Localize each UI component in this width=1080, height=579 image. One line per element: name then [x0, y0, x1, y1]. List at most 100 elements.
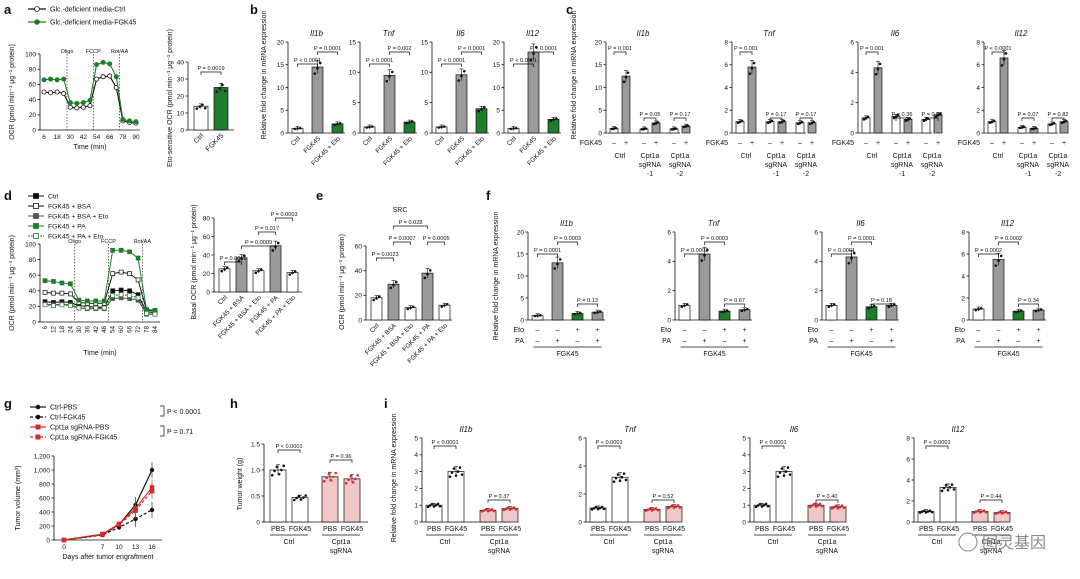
a1-x-tick-label: 90: [132, 134, 140, 141]
e-dot: [426, 272, 429, 276]
d1-point: [135, 255, 141, 261]
i-Tnf-y-tick-label: 0: [578, 519, 582, 526]
h-dot: [299, 498, 303, 501]
g-y-label: Tumor volume (mm³): [15, 465, 22, 530]
c-bracket: [895, 117, 909, 121]
f-dot: [979, 307, 983, 310]
h-dot: [304, 494, 308, 497]
d1-point: [101, 298, 107, 304]
i-Il6-y-tick-label: 2: [742, 486, 746, 493]
d1-point: [127, 288, 132, 294]
legend-marker: [35, 414, 41, 420]
i-dot: [808, 505, 812, 509]
f-sign: –: [870, 338, 874, 345]
c-sign: –: [1050, 140, 1054, 147]
i-dot: [502, 508, 506, 512]
d1-point: [68, 291, 73, 297]
panel-letter-d: d: [4, 188, 12, 203]
legend-entry: FGK45 + BSA: [48, 204, 91, 211]
i-category: PBS: [973, 526, 987, 533]
a1-point: [54, 77, 60, 83]
d1-x-tick-label: 60: [118, 326, 125, 334]
c-Il6-y-tick-label: 0: [850, 130, 854, 137]
i-dot: [920, 510, 924, 514]
a1-event-label: FCCP: [86, 49, 101, 55]
f-dot: [536, 314, 539, 317]
g-side-bracket: [160, 425, 165, 437]
e-dot: [409, 306, 412, 310]
c-bar: [747, 66, 757, 134]
f-gene-title: Il1b: [560, 219, 573, 228]
e-bracket: [376, 257, 394, 261]
c-bracket: [769, 117, 783, 121]
a1-x-tick-label: 66: [106, 134, 114, 141]
c-p-value: P = 0.36: [892, 112, 913, 118]
c-bracket: [1021, 117, 1035, 121]
f-dot: [827, 305, 831, 309]
d1-point: [135, 277, 141, 283]
d1-x-tick-label: 84: [152, 326, 159, 334]
c-bracket: [673, 117, 687, 121]
c-dot: [752, 61, 756, 65]
a1-point: [87, 97, 93, 103]
h-dot: [332, 475, 335, 479]
e-dot: [377, 295, 381, 298]
panel-c: Relative fold change in mRNA expression 0…: [571, 11, 1069, 178]
i-dot: [432, 505, 436, 508]
h-bar: [343, 478, 361, 523]
d1-point: [51, 303, 56, 308]
b-dot: [440, 125, 443, 129]
i-dot: [950, 483, 954, 486]
panel-letter-f: f: [486, 188, 491, 203]
h-dot: [302, 496, 305, 499]
b-bracket: [369, 63, 390, 67]
f-sign: +: [1036, 327, 1040, 334]
a2-y-label: Eto-sensitive OCR (pmol min⁻¹ μg⁻¹ prote…: [167, 29, 174, 167]
legend-entry: Ctrl-PBS: [50, 405, 78, 412]
c-row-label: FGK45: [580, 140, 602, 147]
f-p-value: P = 0.18: [871, 298, 892, 304]
i-bracket: [979, 499, 1003, 503]
c-dot: [862, 118, 866, 121]
f-bracket: [537, 253, 558, 257]
d1-point: [152, 311, 158, 317]
b-dot: [333, 123, 337, 127]
d2-category: Ctrl: [217, 294, 229, 306]
c-p-value: P = 0.62: [922, 112, 943, 118]
d1-point: [118, 269, 124, 275]
f-sign: –: [536, 338, 540, 345]
f-sign: +: [869, 327, 873, 334]
f-dot: [1037, 308, 1040, 312]
i-dot: [998, 510, 1002, 514]
f-bar: [678, 304, 691, 321]
e-bar: [438, 304, 451, 321]
h-bracket: [329, 459, 353, 463]
i-dot: [454, 474, 458, 477]
h-dot: [322, 479, 326, 483]
i-dot: [486, 509, 490, 513]
c-dot: [782, 119, 786, 123]
f-dot: [598, 310, 602, 313]
i-category: PBS: [427, 526, 441, 533]
c-group-label: -1: [899, 171, 905, 178]
c-Tnf-y-tick-label: 6: [724, 62, 728, 69]
i-dot: [426, 505, 430, 509]
c-dot: [796, 122, 800, 126]
c-group-label: Cpt1a: [797, 153, 816, 160]
i-dot: [980, 510, 984, 513]
c-sign: +: [1062, 140, 1066, 147]
legend-entry: FGK45 + BSA + Eto: [48, 214, 109, 221]
i-dot: [480, 510, 484, 513]
e-dot: [392, 283, 395, 287]
d1-x-tick-label: 54: [110, 326, 117, 334]
d1-point: [127, 271, 132, 276]
f-dot: [700, 259, 704, 262]
a1-point: [41, 89, 47, 95]
c-dot: [652, 122, 656, 126]
c-dot: [810, 121, 814, 125]
c-group-label: Cpt1a: [767, 153, 786, 160]
c-group-label: -2: [677, 171, 683, 178]
d2-dot: [225, 266, 229, 269]
b-bracket: [389, 51, 410, 55]
i-dot: [508, 508, 512, 511]
